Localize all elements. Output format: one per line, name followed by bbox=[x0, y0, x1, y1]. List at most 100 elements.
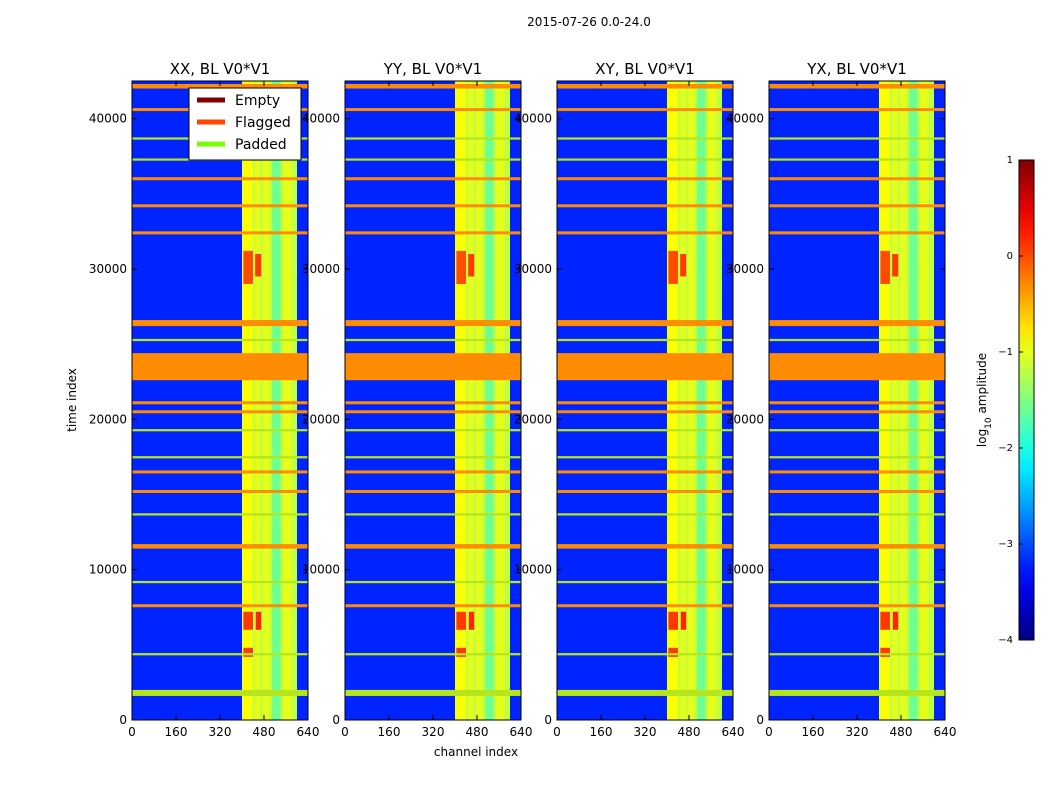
heatmap-flag-row bbox=[132, 653, 308, 656]
heatmap-flag-row bbox=[132, 320, 308, 327]
panel: YX, BL V0*V1 0 160 320 480 640 0 10000 20000 3000… bbox=[726, 60, 957, 739]
x-tick-label: 0 bbox=[341, 725, 349, 739]
heatmap-flag-row bbox=[769, 513, 945, 516]
heatmap-flag-row bbox=[345, 84, 521, 89]
heatmap-flag-row bbox=[132, 470, 308, 474]
x-tick-label: 480 bbox=[466, 725, 489, 739]
heatmap-channel-stripe bbox=[242, 81, 253, 720]
figure-suptitle: 2015-07-26 0.0-24.0 bbox=[527, 15, 651, 29]
x-tick-label: 160 bbox=[590, 725, 613, 739]
x-tick-label: 160 bbox=[378, 725, 401, 739]
heatmap-flag-row bbox=[557, 204, 733, 208]
heatmap-flag-row bbox=[557, 401, 733, 405]
heatmap-flag-row bbox=[557, 604, 733, 608]
heatmap-flag-row bbox=[557, 410, 733, 414]
panel: XX, BL V0*V1 0 160 320 480 640 0 10000 20000 3000… bbox=[89, 60, 320, 739]
heatmap-flag-row bbox=[557, 429, 733, 432]
y-tick-label: 0 bbox=[756, 713, 764, 727]
heatmap-flag-row bbox=[132, 353, 308, 381]
heatmap-hot-spot bbox=[880, 250, 890, 284]
heatmap-channel-stripe bbox=[707, 81, 717, 720]
y-tick-label: 40000 bbox=[726, 112, 764, 126]
x-tick-label: 640 bbox=[297, 725, 320, 739]
heatmap-flag-row bbox=[132, 204, 308, 208]
heatmap-channel-stripe bbox=[468, 81, 474, 720]
heatmap-hot-spot bbox=[668, 611, 678, 630]
heatmap-flag-row bbox=[345, 338, 521, 342]
heatmap-hot-spot bbox=[668, 250, 678, 284]
heatmap-flag-row bbox=[132, 401, 308, 405]
y-tick-label: 10000 bbox=[726, 563, 764, 577]
heatmap-flag-row bbox=[557, 653, 733, 656]
heatmap-flag-row bbox=[345, 470, 521, 474]
heatmap-flag-row bbox=[132, 513, 308, 516]
heatmap-flag-row bbox=[345, 429, 521, 432]
heatmap-flag-row bbox=[769, 177, 945, 181]
heatmap-flag-row bbox=[345, 108, 521, 112]
colorbar-gradient bbox=[1018, 159, 1035, 641]
y-tick-label: 10000 bbox=[514, 563, 552, 577]
heatmap-flag-row bbox=[769, 401, 945, 405]
heatmap-flag-row bbox=[345, 320, 521, 327]
heatmap-flag-row bbox=[132, 689, 308, 696]
heatmap-flag-row bbox=[557, 544, 733, 549]
x-tick-label: 640 bbox=[510, 725, 533, 739]
x-tick-label: 320 bbox=[209, 725, 232, 739]
heatmap-flag-row bbox=[769, 108, 945, 112]
heatmap-flag-row bbox=[132, 604, 308, 608]
heatmap-flag-row bbox=[769, 580, 945, 584]
heatmap-channel-stripe bbox=[455, 81, 466, 720]
heatmap-flag-row bbox=[769, 84, 945, 89]
colorbar-tick-label: −2 bbox=[998, 443, 1013, 454]
heatmap-hot-spot bbox=[680, 253, 687, 277]
heatmap-channel-stripe bbox=[892, 81, 898, 720]
panel-title: XY, BL V0*V1 bbox=[595, 60, 695, 78]
colorbar-label: log10 amplitude bbox=[975, 353, 994, 447]
heatmap-flag-row bbox=[345, 456, 521, 459]
heatmap-channel-stripe bbox=[899, 81, 907, 720]
heatmap-hot-spot bbox=[243, 611, 253, 630]
heatmap-channel-stripe bbox=[475, 81, 483, 720]
heatmap-hot-spot bbox=[468, 253, 475, 277]
x-tick-label: 640 bbox=[934, 725, 957, 739]
legend-label: Flagged bbox=[235, 115, 291, 131]
x-tick-label: 320 bbox=[846, 725, 869, 739]
heatmap-hot-spot bbox=[892, 611, 899, 630]
heatmap-hot-spot bbox=[680, 611, 687, 630]
heatmap-hot-spot bbox=[668, 647, 678, 657]
y-tick-label: 20000 bbox=[89, 412, 127, 426]
x-tick-label: 480 bbox=[890, 725, 913, 739]
heatmap-flag-row bbox=[132, 231, 308, 235]
y-tick-label: 0 bbox=[544, 713, 552, 727]
heatmap-flag-row bbox=[557, 338, 733, 342]
heatmap-flag-row bbox=[557, 456, 733, 459]
heatmap-flag-row bbox=[769, 204, 945, 208]
heatmap-channel-stripe bbox=[680, 81, 686, 720]
heatmap-flag-row bbox=[557, 353, 733, 381]
x-axis-label: channel index bbox=[434, 745, 518, 759]
heatmap-flag-row bbox=[769, 489, 945, 493]
panels-group: XX, BL V0*V1 0 160 320 480 640 0 10000 20000 3000… bbox=[89, 60, 957, 739]
heatmap-flag-row bbox=[769, 544, 945, 549]
heatmap-flag-row bbox=[557, 158, 733, 161]
heatmap-channel-stripe bbox=[272, 81, 281, 720]
heatmap-hot-spot bbox=[880, 611, 890, 630]
panel-title: YX, BL V0*V1 bbox=[806, 60, 907, 78]
heatmap-channel-stripe bbox=[879, 81, 890, 720]
x-tick-label: 640 bbox=[722, 725, 745, 739]
legend-label: Empty bbox=[235, 93, 280, 109]
heatmap-flag-row bbox=[345, 231, 521, 235]
heatmap-flag-row bbox=[345, 137, 521, 140]
heatmap-flag-row bbox=[345, 689, 521, 696]
heatmap-flag-row bbox=[769, 338, 945, 342]
y-tick-label: 40000 bbox=[302, 112, 340, 126]
heatmap-flag-row bbox=[345, 353, 521, 381]
heatmap-channel-stripe bbox=[282, 81, 292, 720]
y-tick-label: 30000 bbox=[514, 262, 552, 276]
heatmap-flag-row bbox=[132, 177, 308, 181]
heatmap-flag-row bbox=[557, 320, 733, 327]
panel-title: XX, BL V0*V1 bbox=[170, 60, 271, 78]
heatmap-hot-spot bbox=[456, 611, 466, 630]
heatmap-flag-row bbox=[345, 513, 521, 516]
y-tick-label: 30000 bbox=[89, 262, 127, 276]
